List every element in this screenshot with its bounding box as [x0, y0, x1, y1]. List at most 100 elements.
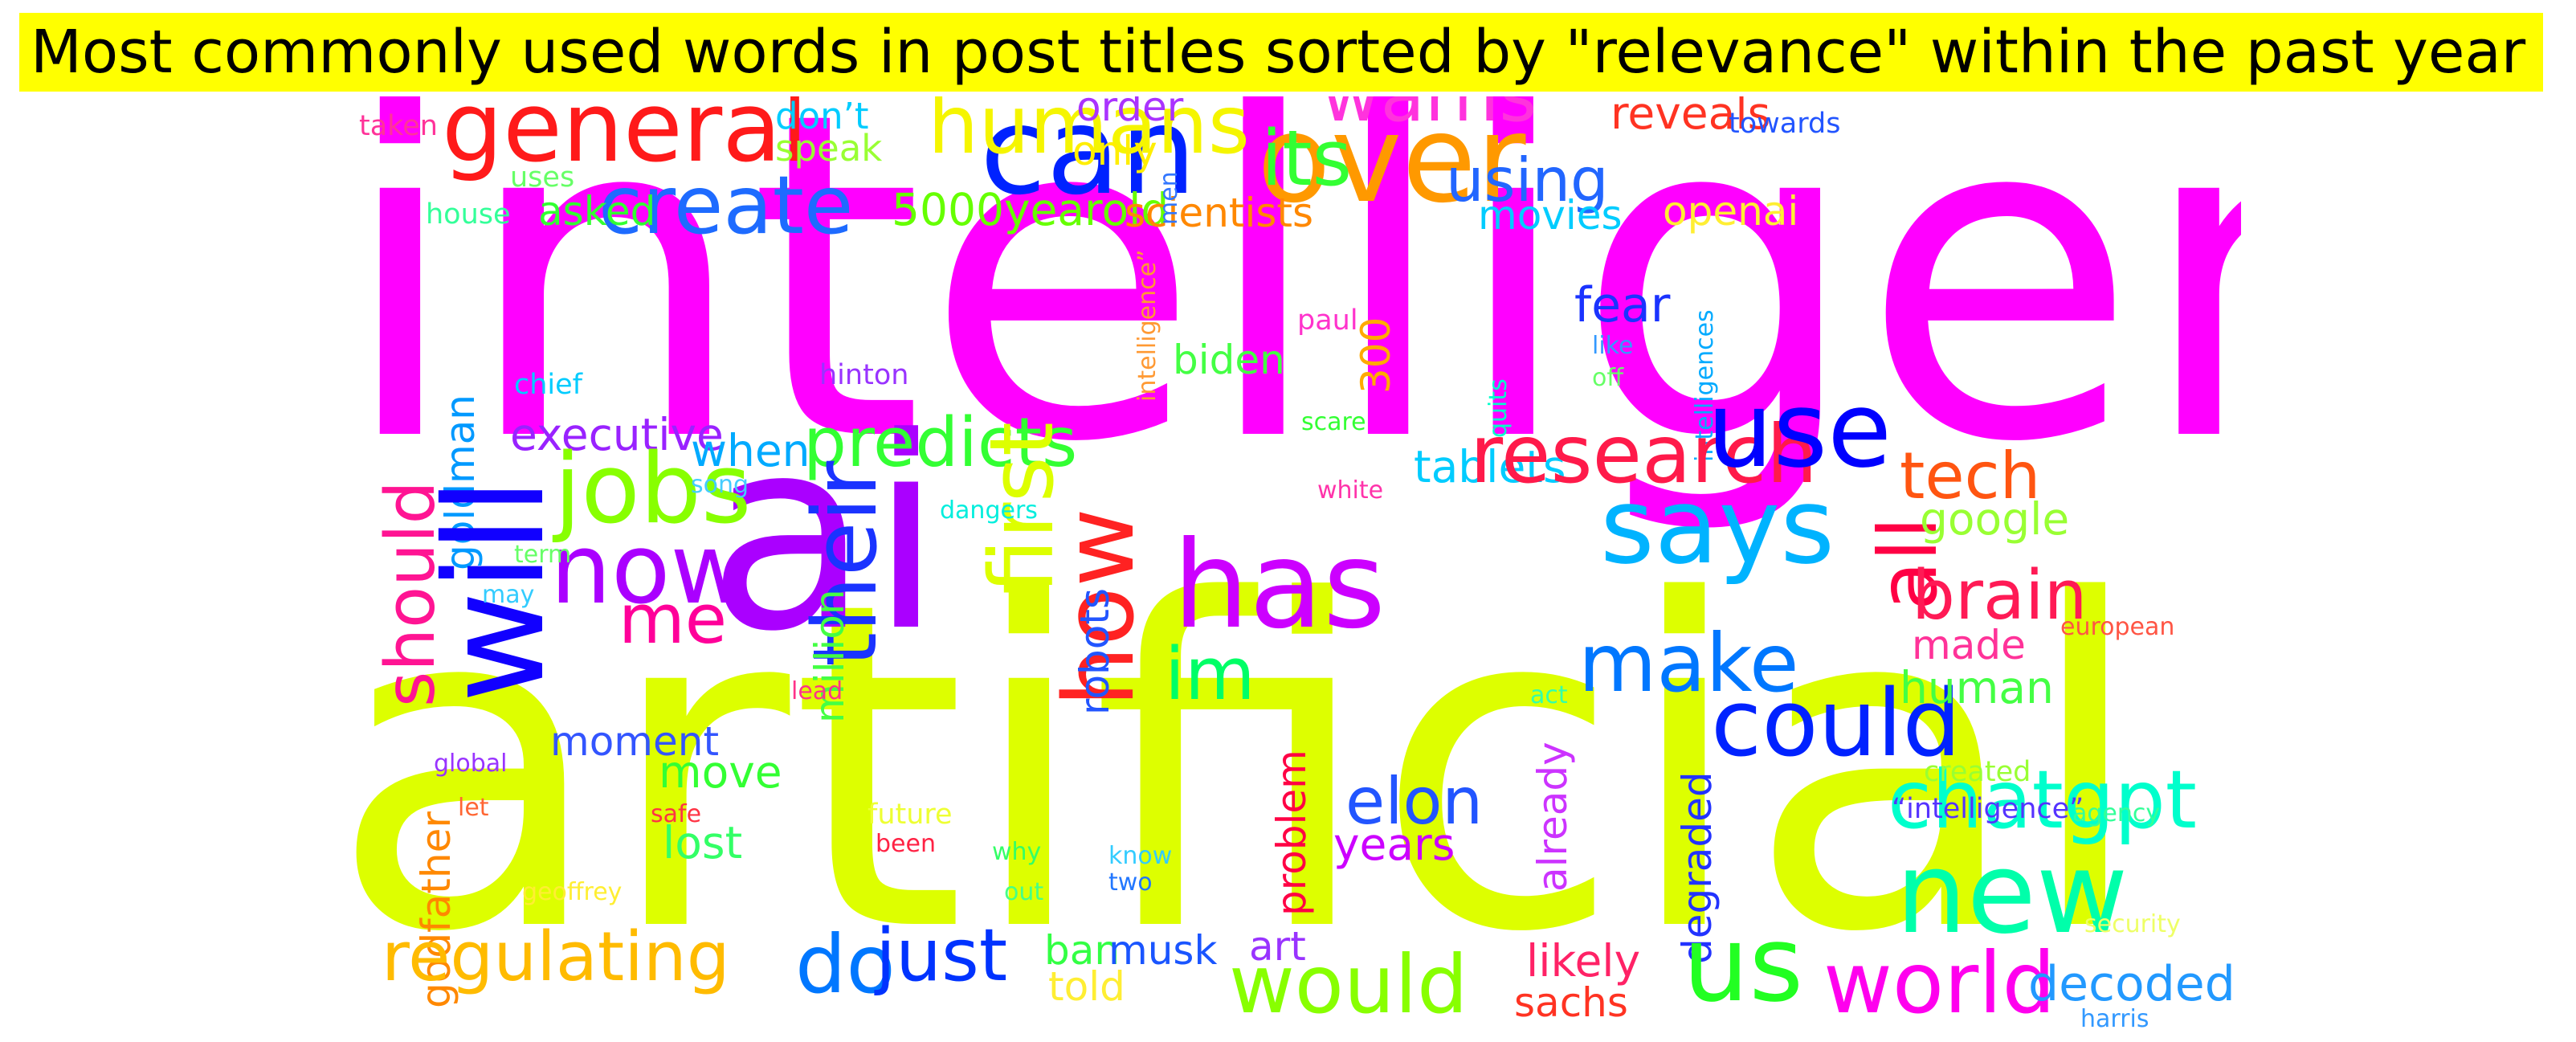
word-will: will — [416, 477, 575, 703]
word-uses: uses — [510, 161, 574, 194]
word-when: when — [691, 425, 810, 476]
word-lost: lost — [663, 817, 742, 868]
word-safe: safe — [651, 800, 701, 828]
word-im: im — [1165, 632, 1255, 717]
word-regulating: regulating — [382, 917, 730, 997]
chart-title: Most commonly used words in post titles … — [19, 13, 2543, 92]
word-just: just — [874, 913, 1007, 998]
word-world: world — [1823, 934, 2055, 1028]
word-new: new — [1896, 828, 2128, 959]
word-humans: humans — [928, 96, 1250, 172]
word-security: security — [2084, 910, 2181, 938]
word-scientists: scientists — [1125, 190, 1313, 236]
word-use: use — [1707, 369, 1892, 491]
word-intelligence: “intelligence” — [1892, 793, 2084, 825]
word-art: art — [1249, 923, 1306, 970]
word-already: already — [1529, 742, 1576, 892]
word-general: general — [442, 96, 808, 184]
word-degraded: degraded — [1674, 771, 1721, 964]
word-made: made — [1912, 622, 2026, 668]
word-like: like — [1592, 332, 1633, 360]
word-told: told — [1048, 963, 1125, 1010]
word-future: future — [868, 799, 953, 831]
word-likely: likely — [1526, 935, 1640, 987]
word-global: global — [434, 750, 508, 778]
word-tech: tech — [1900, 439, 2040, 513]
word-ban: ban — [1044, 927, 1120, 974]
word-agency: agency — [2072, 799, 2160, 827]
word-warns: warns — [1321, 96, 1537, 138]
word-let: let — [458, 794, 489, 822]
word-biden: biden — [1173, 337, 1285, 383]
word-artificial: artificial — [337, 507, 2148, 1028]
word-all: all — [1861, 517, 1955, 611]
word-could: could — [1711, 670, 1961, 778]
word-been: been — [876, 830, 936, 858]
word-300: 300 — [1353, 317, 1399, 394]
word-fear: fear — [1574, 277, 1671, 333]
word-scare: scare — [1301, 408, 1366, 436]
word-reveals: reveals — [1611, 96, 1770, 139]
word-chief: chief — [514, 369, 583, 401]
word-executive: executive — [510, 409, 724, 460]
word-decoded: decoded — [2028, 956, 2235, 1012]
word-moment: moment — [550, 718, 719, 765]
word-dangers: dangers — [940, 496, 1038, 525]
word-tablets: tablets — [1414, 441, 1566, 492]
word-says: says — [1600, 465, 1835, 587]
word-movies: movies — [1478, 192, 1623, 239]
word-asked: asked — [538, 188, 655, 235]
word-research: research — [1470, 407, 1818, 501]
word-using: using — [1446, 145, 1609, 215]
word-european: european — [2060, 613, 2174, 641]
word-harris: harris — [2080, 1005, 2149, 1028]
word-order: order — [1076, 96, 1184, 130]
word-off: off — [1592, 364, 1624, 392]
word-chatgpt: chatgpt — [1888, 753, 2197, 847]
word-brain: brain — [1912, 556, 2087, 635]
word-out: out — [1004, 878, 1043, 906]
word-over: over — [1257, 96, 1526, 230]
word-geoffrey: geoffrey — [522, 878, 622, 906]
word-term: term — [514, 541, 571, 569]
word-years: years — [1333, 819, 1455, 870]
word-goldman: goldman — [437, 394, 484, 570]
word-its: its — [1261, 115, 1352, 203]
word-ai: ai — [707, 381, 943, 689]
word-how: how — [1044, 508, 1156, 707]
word-create: create — [598, 158, 853, 252]
word-predicts: predicts — [803, 403, 1077, 483]
word-godfather: godfather — [413, 811, 459, 1008]
word-human: human — [1900, 662, 2054, 713]
word-now: now — [550, 514, 749, 626]
word-problem: problem — [1268, 750, 1315, 916]
word-paul: paul — [1297, 304, 1358, 337]
word-why: why — [992, 838, 1041, 866]
word-elon: elon — [1345, 764, 1483, 839]
word-only: only — [1072, 128, 1157, 174]
word-may: may — [482, 581, 534, 609]
word-quits: quits — [1484, 378, 1513, 438]
word-lead: lead — [791, 677, 843, 705]
word-intelligence: intelligence — [337, 96, 2241, 541]
word-move: move — [659, 746, 782, 798]
word-do: do — [795, 917, 896, 1011]
word-intelligence: intelligence” — [1133, 249, 1161, 402]
word-first: first — [970, 422, 1073, 595]
word-5000yearold: 5000yearold — [892, 184, 1169, 235]
word-google: google — [1920, 493, 2069, 545]
word-towards: towards — [1729, 108, 1840, 140]
word-act: act — [1530, 681, 1568, 709]
word-taken: taken — [359, 110, 438, 142]
word-musk: musk — [1108, 927, 1217, 974]
word-men: men — [1155, 171, 1183, 225]
word-jobs: jobs — [552, 434, 751, 546]
word-me: me — [618, 580, 727, 660]
word-their: their — [794, 460, 896, 667]
word-hinton: hinton — [819, 359, 908, 391]
word-two: two — [1108, 868, 1153, 897]
word-sachs: sachs — [1514, 979, 1628, 1026]
word-intelligences: intelligences — [1691, 309, 1719, 462]
